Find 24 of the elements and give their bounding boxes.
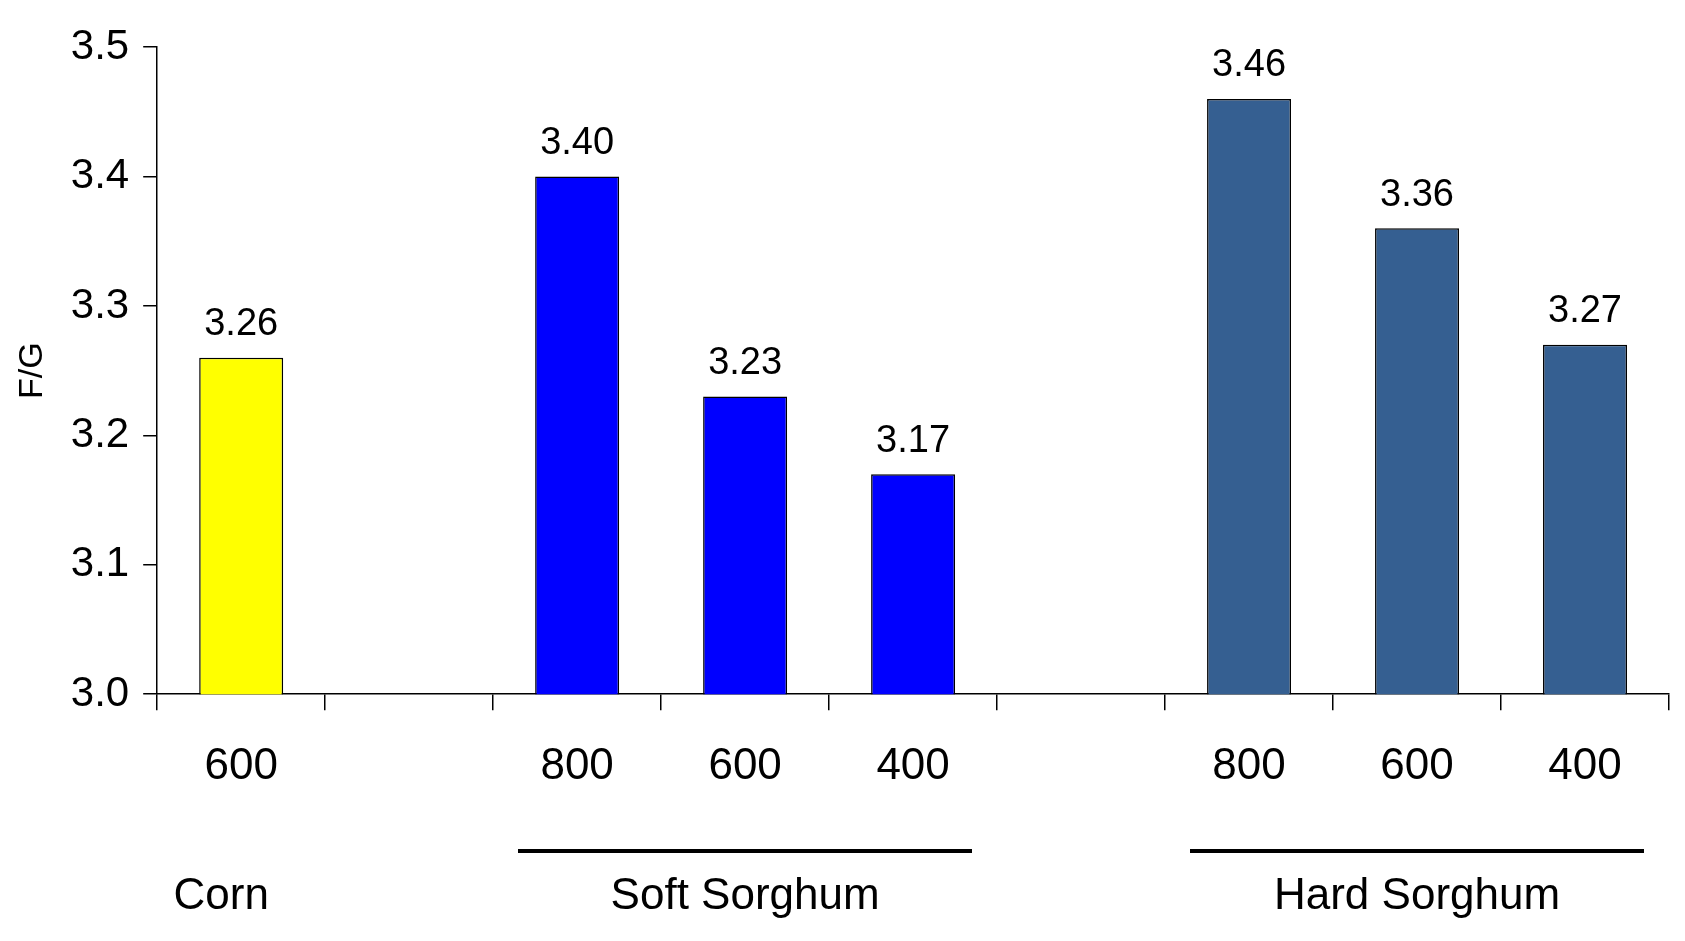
x-tick-label: 600 bbox=[708, 738, 782, 788]
x-tick-label: 600 bbox=[1380, 738, 1454, 788]
x-tick-label: 400 bbox=[876, 738, 950, 788]
data-label: 3.36 bbox=[1380, 171, 1455, 214]
data-label: 3.46 bbox=[1212, 42, 1287, 85]
y-tick-label: 3.0 bbox=[70, 667, 130, 715]
text: Hard Sorghum bbox=[1273, 869, 1561, 918]
data-label: 3.26 bbox=[204, 301, 279, 344]
y-tick-label: 3.3 bbox=[70, 279, 130, 327]
x-tick-label: 400 bbox=[1548, 738, 1622, 788]
y-tick-label: 3.2 bbox=[70, 408, 130, 456]
x-tick-label: 800 bbox=[1212, 738, 1286, 788]
data-label: 3.40 bbox=[540, 120, 615, 163]
data-label: 3.27 bbox=[1548, 288, 1622, 331]
y-axis-title: F/G bbox=[10, 342, 49, 400]
y-tick-label: 3.4 bbox=[70, 150, 130, 198]
x-tick-label: 600 bbox=[204, 738, 278, 788]
y-tick-label: 3.1 bbox=[70, 538, 130, 586]
text: Corn bbox=[173, 869, 269, 918]
x-tick-label: 800 bbox=[540, 738, 614, 788]
data-label: 3.23 bbox=[708, 340, 783, 383]
data-label: 3.17 bbox=[876, 417, 951, 460]
y-tick-label: 3.5 bbox=[70, 20, 130, 68]
text: Soft Sorghum bbox=[610, 869, 880, 918]
